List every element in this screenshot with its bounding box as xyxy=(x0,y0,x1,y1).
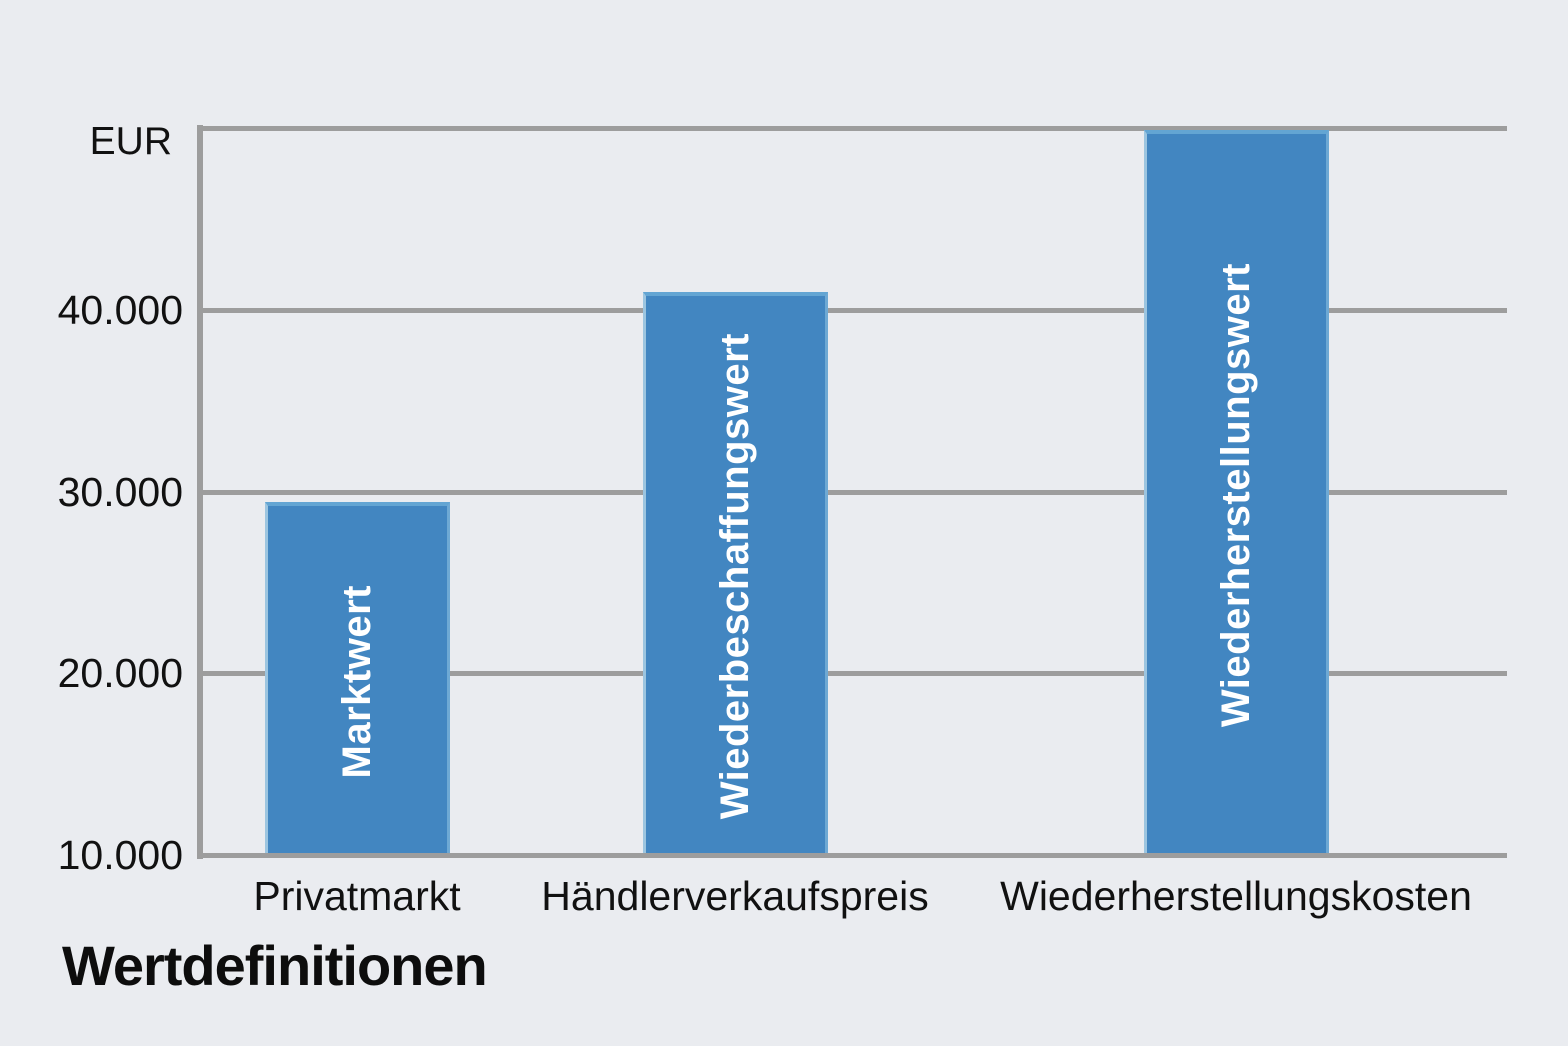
y-tick-label: 30.000 xyxy=(57,468,183,515)
x-axis-line xyxy=(197,853,1507,858)
x-category-label: Privatmarkt xyxy=(253,873,461,919)
bar-3: Wiederherstellungswert xyxy=(1143,129,1329,857)
bar-value-label: Wiederbeschaffungswert xyxy=(712,333,757,820)
x-category-label: Wiederherstellungskosten xyxy=(1000,873,1472,919)
bar-1: Marktwert xyxy=(264,502,450,857)
x-category-label: Händlerverkaufspreis xyxy=(541,873,929,919)
gridline xyxy=(197,489,1507,495)
y-tick-label: 40.000 xyxy=(57,286,183,333)
gridline xyxy=(197,671,1507,677)
bar-2: Wiederbeschaffungswert xyxy=(642,291,828,857)
bar-value-label: Wiederherstellungswert xyxy=(1213,263,1258,728)
y-axis-line xyxy=(197,125,203,859)
bar-value-label: Marktwert xyxy=(334,584,379,779)
y-tick-label: 10.000 xyxy=(57,832,183,878)
chart-title: Wertdefinitionen xyxy=(62,934,488,997)
gridline xyxy=(197,126,1507,131)
y-axis-unit-label: EUR xyxy=(89,120,172,163)
gridline xyxy=(197,307,1507,313)
y-tick-label: 20.000 xyxy=(57,650,183,697)
